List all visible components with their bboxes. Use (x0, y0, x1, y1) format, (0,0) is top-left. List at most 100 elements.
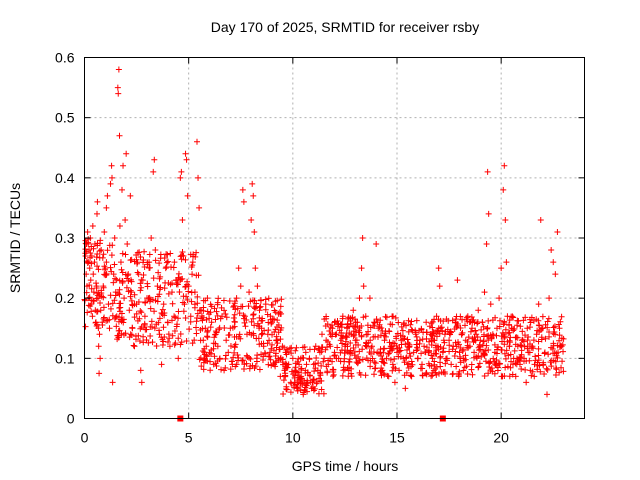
data-point (89, 313, 96, 320)
data-point (544, 366, 551, 373)
data-point (126, 307, 133, 314)
data-point (484, 168, 491, 175)
data-point (282, 372, 289, 379)
data-point (390, 340, 397, 346)
data-point (378, 324, 385, 331)
data-point (125, 288, 132, 295)
data-point (507, 364, 514, 371)
data-point (344, 365, 351, 372)
data-point (252, 305, 259, 312)
data-point (372, 365, 379, 372)
data-point (399, 327, 406, 334)
data-point (303, 361, 310, 368)
data-point (214, 312, 221, 319)
data-point (514, 334, 521, 341)
data-point (342, 347, 349, 354)
data-point (520, 338, 527, 345)
data-point (225, 349, 232, 356)
data-point (545, 351, 552, 358)
data-point (546, 329, 553, 336)
data-point (177, 253, 184, 260)
data-point (231, 344, 238, 351)
data-point (320, 390, 327, 397)
data-point (282, 360, 289, 367)
data-point (371, 371, 378, 378)
data-point (194, 293, 201, 300)
data-point (207, 367, 214, 374)
data-point (220, 297, 227, 304)
data-point (129, 301, 136, 308)
data-point (123, 150, 130, 157)
data-point (159, 306, 166, 313)
data-point (163, 263, 170, 270)
data-point (107, 305, 114, 312)
data-point (404, 336, 411, 343)
data-point (103, 259, 110, 266)
data-point (131, 291, 138, 298)
data-point (498, 265, 505, 272)
data-point (175, 315, 182, 322)
data-point (211, 353, 218, 360)
data-point (179, 216, 186, 223)
data-point (353, 337, 360, 344)
data-point (502, 216, 509, 223)
data-point (470, 316, 477, 323)
data-point (356, 357, 363, 364)
data-point (362, 372, 369, 379)
data-point (550, 357, 557, 364)
data-point (134, 269, 141, 276)
data-point (144, 259, 151, 266)
data-point (151, 325, 158, 332)
data-point (265, 295, 272, 302)
data-point (248, 318, 255, 325)
data-point (370, 322, 377, 329)
data-point (176, 288, 183, 295)
data-point (214, 299, 221, 306)
data-point (339, 315, 346, 322)
data-point (232, 298, 239, 305)
data-point (436, 370, 443, 377)
data-point (366, 349, 373, 356)
data-point (437, 344, 444, 351)
data-point (94, 263, 101, 270)
data-point (214, 357, 221, 364)
data-point (143, 337, 150, 344)
data-point (520, 317, 527, 324)
data-point (278, 324, 285, 331)
data-point (169, 300, 176, 307)
data-point (88, 297, 95, 304)
data-point (326, 341, 333, 348)
data-point (279, 356, 286, 363)
data-point (250, 192, 257, 199)
data-point (310, 361, 317, 368)
data-point (183, 156, 190, 163)
data-point (241, 361, 248, 368)
data-point (230, 315, 237, 322)
data-point (274, 340, 281, 347)
data-point (440, 345, 447, 352)
data-point (437, 353, 444, 360)
data-point (101, 228, 108, 235)
data-point (506, 373, 513, 380)
data-point (383, 314, 390, 321)
data-point (190, 253, 197, 260)
data-point (175, 308, 182, 315)
data-point (345, 315, 352, 322)
data-point (196, 356, 203, 363)
data-point (213, 329, 220, 336)
data-point (182, 256, 189, 263)
data-point (363, 342, 370, 349)
data-point (457, 359, 464, 366)
data-point (471, 334, 478, 341)
data-point (104, 317, 111, 324)
data-point (253, 358, 260, 365)
data-point (161, 285, 168, 292)
data-point (481, 372, 488, 379)
data-point (554, 354, 561, 361)
data-point (184, 192, 191, 199)
data-point (464, 313, 471, 320)
data-point (92, 319, 99, 326)
data-point (451, 352, 458, 359)
data-point (346, 330, 353, 337)
data-point (316, 347, 323, 354)
